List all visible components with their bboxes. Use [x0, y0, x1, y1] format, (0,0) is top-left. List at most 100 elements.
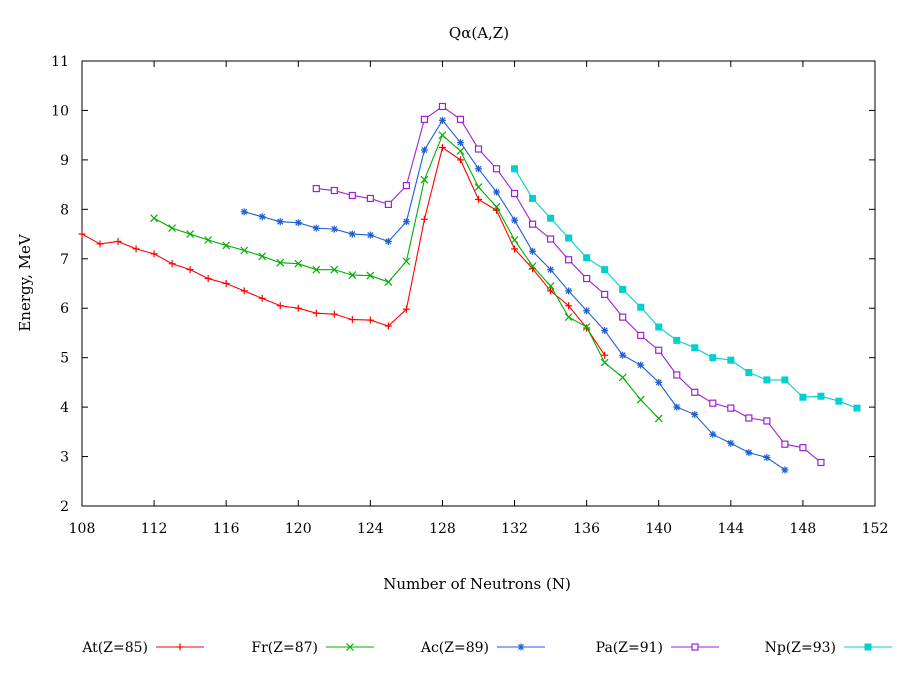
data-point	[691, 411, 699, 419]
series-line	[244, 119, 786, 471]
data-point	[222, 280, 230, 287]
data-point	[366, 194, 374, 203]
data-point	[402, 305, 410, 313]
data-point	[456, 147, 465, 155]
data-point	[456, 156, 464, 164]
data-point	[853, 404, 861, 412]
data-point	[384, 322, 392, 330]
data-point	[150, 214, 159, 223]
data-point	[583, 254, 591, 262]
data-point	[727, 439, 735, 447]
legend-label: Ac(Z=89)	[420, 640, 489, 656]
y-axis-label: Energy, MeV	[16, 233, 34, 332]
legend-marker	[176, 643, 184, 651]
data-point	[763, 376, 771, 384]
data-point	[709, 399, 717, 407]
data-point	[96, 240, 104, 248]
series-3	[312, 102, 825, 467]
data-point	[276, 302, 284, 310]
series-4	[511, 165, 861, 412]
data-point	[528, 220, 537, 228]
data-point	[619, 351, 627, 359]
legend-item: Pa(Z=91)	[596, 640, 719, 656]
data-point	[691, 388, 699, 396]
data-point	[366, 231, 374, 239]
data-point	[799, 444, 807, 452]
x-tick-label: 140	[645, 521, 672, 537]
series-group	[78, 102, 861, 474]
legend-label: Pa(Z=91)	[596, 640, 663, 656]
data-point	[240, 287, 248, 295]
data-point	[312, 184, 320, 193]
data-point	[529, 194, 537, 202]
data-point	[709, 354, 717, 362]
data-point	[745, 369, 753, 376]
data-point	[456, 139, 464, 147]
legend-label: Fr(Z=87)	[251, 640, 318, 656]
data-point	[510, 189, 519, 198]
data-point	[565, 256, 573, 264]
y-tick-label: 7	[60, 252, 69, 268]
x-tick-label: 136	[573, 521, 600, 537]
data-point	[619, 285, 627, 293]
data-point	[601, 351, 609, 359]
data-point	[636, 395, 645, 404]
x-axis-label: Number of Neutrons (N)	[383, 575, 571, 593]
data-point	[492, 202, 501, 211]
series-line	[153, 134, 660, 419]
data-point	[528, 262, 537, 271]
data-point	[654, 414, 663, 423]
data-point	[78, 230, 86, 238]
data-point	[510, 236, 519, 244]
data-point	[438, 131, 447, 140]
data-point	[402, 218, 410, 226]
data-point	[835, 397, 843, 405]
data-point	[348, 230, 356, 238]
data-point	[600, 358, 609, 367]
data-point	[493, 188, 501, 196]
data-point	[475, 165, 482, 173]
data-point	[474, 145, 483, 153]
data-point	[601, 326, 609, 334]
data-point	[637, 331, 645, 340]
data-point	[583, 274, 591, 283]
data-point	[276, 258, 285, 267]
data-point	[456, 115, 465, 123]
data-point	[420, 215, 428, 223]
data-point	[619, 313, 627, 321]
series-line	[316, 105, 822, 463]
data-point	[637, 303, 645, 311]
data-point	[186, 266, 194, 274]
data-point	[204, 236, 213, 244]
data-point	[511, 216, 519, 224]
data-point	[366, 316, 374, 324]
data-point	[384, 278, 393, 286]
x-tick-label: 108	[69, 521, 96, 537]
data-point	[474, 183, 483, 192]
data-point	[763, 454, 771, 462]
x-tick-label: 128	[429, 521, 456, 537]
x-tick-label: 112	[141, 521, 168, 537]
data-point	[330, 225, 338, 233]
data-point	[763, 417, 771, 425]
data-point	[781, 466, 789, 474]
data-point	[655, 378, 663, 386]
y-tick-label: 6	[60, 301, 69, 317]
data-point	[475, 195, 482, 203]
data-point	[582, 323, 591, 331]
plot-frame	[81, 60, 876, 507]
data-point	[438, 144, 446, 152]
x-tick-label: 116	[213, 521, 240, 537]
data-point	[330, 186, 338, 195]
y-tick-label: 2	[60, 499, 69, 515]
y-tick-label: 5	[60, 351, 69, 367]
data-point	[727, 404, 735, 412]
data-point	[565, 302, 573, 310]
data-point	[601, 266, 609, 274]
data-point	[294, 304, 302, 312]
legend-marker	[864, 643, 872, 651]
data-point	[618, 373, 627, 382]
data-point	[294, 259, 303, 268]
data-point	[511, 245, 519, 253]
x-tick-label: 148	[790, 521, 817, 537]
